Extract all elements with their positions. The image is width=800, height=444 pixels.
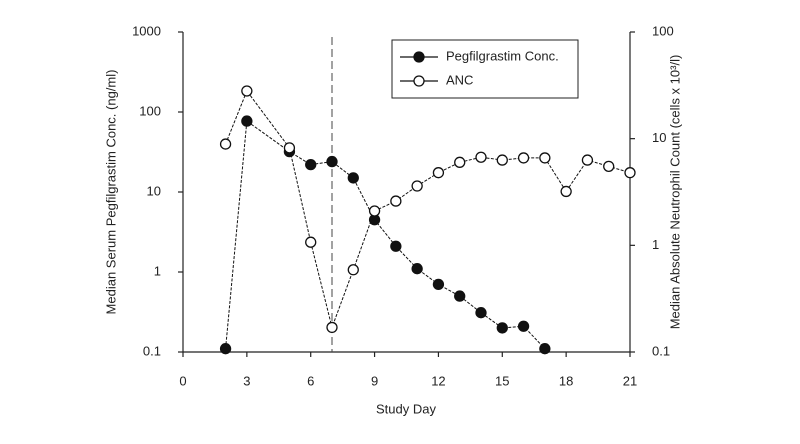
marker xyxy=(496,322,508,334)
marker xyxy=(283,142,296,154)
marker xyxy=(454,290,466,302)
y-tick-label: 1000 xyxy=(132,23,161,38)
legend-box xyxy=(391,39,579,99)
marker xyxy=(432,167,445,179)
y-tick-label: 1 xyxy=(154,263,161,278)
series-line xyxy=(225,89,631,330)
y2-tick-label: 100 xyxy=(652,23,674,38)
marker xyxy=(413,51,425,63)
marker xyxy=(219,138,232,150)
y-tick-label: 100 xyxy=(139,103,161,118)
x-tick-label: 9 xyxy=(371,373,378,388)
marker xyxy=(624,167,636,179)
marker xyxy=(241,115,253,127)
marker xyxy=(390,195,402,207)
y-tick-label: 10 xyxy=(147,183,161,198)
marker xyxy=(603,160,615,173)
marker xyxy=(413,75,425,87)
legend-label: ANC xyxy=(446,72,473,87)
marker xyxy=(496,154,508,166)
marker xyxy=(581,154,594,166)
x-tick-label: 6 xyxy=(307,373,314,388)
x-axis-label: Study Day xyxy=(376,401,436,416)
x-tick-label: 0 xyxy=(179,373,186,388)
x-tick-label: 12 xyxy=(431,373,445,388)
x-tick-label: 15 xyxy=(495,373,509,388)
marker xyxy=(411,263,423,275)
marker xyxy=(347,172,359,184)
marker xyxy=(411,180,423,192)
marker xyxy=(219,343,232,355)
x-tick-label: 18 xyxy=(559,373,573,388)
marker xyxy=(539,343,551,355)
marker xyxy=(390,240,402,252)
y2-tick-label: 0.1 xyxy=(652,343,670,358)
marker xyxy=(326,321,338,334)
x-tick-label: 3 xyxy=(243,373,250,388)
marker xyxy=(517,152,530,164)
marker xyxy=(475,307,487,319)
marker xyxy=(432,278,445,291)
legend-label: Pegfilgrastim Conc. xyxy=(446,48,559,63)
y2-tick-label: 10 xyxy=(652,130,666,145)
marker xyxy=(475,151,487,163)
marker xyxy=(454,156,466,168)
y-axis-label: Median Serum Pegfilgrastim Conc. (ng/ml) xyxy=(103,70,118,315)
marker xyxy=(347,264,359,276)
marker xyxy=(326,155,338,168)
y2-axis-label: Median Absolute Neutrophil Count (cells … xyxy=(667,55,682,330)
x-tick-label: 21 xyxy=(623,373,637,388)
y-tick-label: 0.1 xyxy=(143,343,161,358)
marker xyxy=(560,185,572,198)
marker xyxy=(368,205,381,217)
marker xyxy=(305,158,317,171)
series-line xyxy=(225,120,546,350)
marker xyxy=(241,85,253,97)
marker xyxy=(305,236,317,248)
marker xyxy=(539,152,551,164)
marker xyxy=(517,320,530,332)
y2-tick-label: 1 xyxy=(652,237,659,252)
